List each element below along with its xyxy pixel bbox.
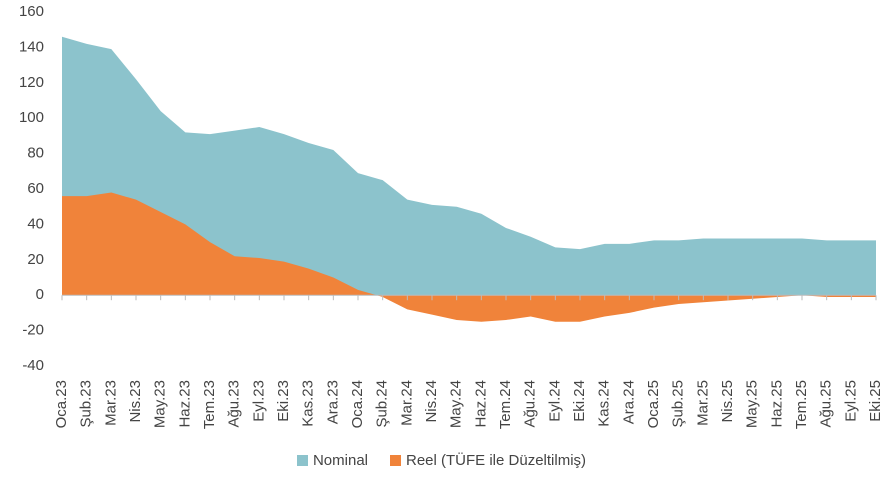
- x-tick-label: Şub.24: [374, 380, 391, 428]
- x-tick-label: Oca.25: [645, 380, 662, 428]
- x-tick-label: Mar.24: [398, 380, 415, 426]
- legend-item: Reel (TÜFE ile Düzeltilmiş): [390, 452, 586, 469]
- legend-swatch: [390, 455, 401, 466]
- x-tick-label: Haz.25: [768, 380, 785, 428]
- y-tick-label: 40: [27, 215, 44, 232]
- x-tick-label: Ara.23: [324, 380, 341, 424]
- x-tick-label: Tem.25: [793, 380, 810, 429]
- x-tick-label: Şub.25: [670, 380, 687, 428]
- x-tick-label: Mar.23: [102, 380, 119, 426]
- legend-item: Nominal: [296, 452, 368, 469]
- y-tick-label: 120: [19, 74, 44, 91]
- x-tick-label: Oca.24: [349, 380, 366, 428]
- y-tick-label: 0: [36, 286, 44, 303]
- chart: -40 -20 0 20 40 60 80 100 120 140 160 Oca.23 Şub.23 M…: [19, 3, 883, 429]
- x-tick-label: Ağu.25: [818, 380, 835, 428]
- y-tick-label: 80: [27, 145, 44, 162]
- x-tick-label: Eki.24: [571, 380, 588, 422]
- x-tick-label: Nis.24: [423, 380, 440, 423]
- area: [62, 192, 876, 322]
- x-tick-label: Nis.25: [719, 380, 736, 423]
- y-tick-label: 160: [19, 3, 44, 20]
- x-tick-label: Eki.25: [867, 380, 883, 422]
- x-tick-label: Kas.24: [596, 380, 613, 427]
- x-tick-label: Şub.23: [78, 380, 95, 428]
- x-tick-label: May.24: [448, 380, 465, 428]
- x-tick-label: May.25: [744, 380, 761, 428]
- x-tick-label: May.23: [152, 380, 169, 428]
- x-tick-label: Haz.24: [472, 380, 489, 428]
- y-tick-label: 20: [27, 251, 44, 268]
- x-tick-label: Kas.23: [300, 380, 317, 427]
- page: {"chart_data": {"type": "area", "categor…: [18, 2, 883, 469]
- x-tick-label: Eyl.23: [250, 380, 267, 422]
- x-tick-label: Tem.24: [497, 380, 514, 429]
- x-tick-label: Eyl.24: [546, 380, 563, 422]
- x-tick-label: Ağu.24: [522, 380, 539, 428]
- area: [62, 36, 876, 296]
- x-tick-label: Haz.23: [176, 380, 193, 428]
- x-tick-label: Nis.23: [127, 380, 144, 423]
- x-tick-label: Oca.23: [53, 380, 70, 428]
- y-tick-label: 100: [19, 109, 44, 126]
- legend-swatch: [296, 455, 308, 466]
- x-tick-label: Ağu.23: [226, 380, 243, 428]
- x-tick-label: Tem.23: [201, 380, 218, 429]
- x-tick-label: Eki.23: [275, 380, 292, 422]
- x-tick-label: Eyl.25: [842, 380, 859, 422]
- x-tick-label: Mar.25: [694, 380, 711, 426]
- legend-label: Nominal: [312, 452, 368, 469]
- x-tick-label: Ara.24: [620, 380, 637, 424]
- legend: Nominal Reel (TÜFE ile Düzeltilmiş): [0, 452, 883, 469]
- y-tick-label: 60: [27, 180, 44, 197]
- y-tick-label: -20: [22, 322, 44, 339]
- y-tick-label: -40: [22, 357, 44, 374]
- legend-label: Reel (TÜFE ile Düzeltilmiş): [406, 452, 587, 469]
- y-tick-label: 140: [19, 38, 44, 55]
